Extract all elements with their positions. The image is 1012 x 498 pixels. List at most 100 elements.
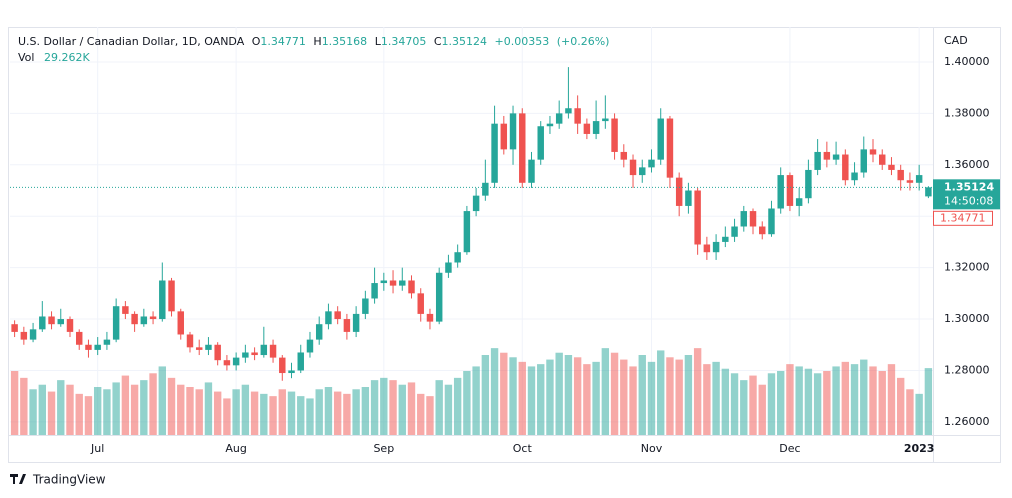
volume-bar: [906, 389, 914, 435]
volume-bar: [583, 364, 591, 435]
volume-bar: [167, 377, 176, 435]
candle-body: [417, 293, 424, 314]
candle-body: [408, 280, 415, 294]
candle-body: [29, 329, 37, 340]
volume-bar: [407, 382, 416, 435]
axes: 1.260001.280001.300001.320001.340001.360…: [90, 55, 1000, 455]
candle-body: [214, 344, 221, 361]
candle-body: [343, 319, 351, 332]
volume-bar: [93, 387, 102, 435]
candle-body: [177, 311, 184, 335]
candle-body: [592, 121, 600, 134]
volume-bar: [573, 357, 582, 435]
volume-bar: [380, 377, 388, 435]
volume-bar: [121, 375, 130, 435]
l-value: 1.34705: [381, 35, 427, 48]
candle-body: [269, 344, 277, 358]
candle-body: [39, 316, 46, 330]
candle-body: [186, 334, 194, 348]
y-tick-label: 1.30000: [944, 312, 990, 325]
volume-bar: [500, 352, 508, 435]
candle-body: [85, 344, 92, 350]
volume-bar: [878, 371, 886, 435]
y-tick-label: 1.28000: [944, 363, 990, 376]
candle-body: [325, 311, 332, 325]
candle-body: [851, 172, 858, 181]
volume-bar: [315, 389, 323, 435]
x-tick-label: Nov: [641, 442, 663, 455]
volume-bar: [518, 361, 526, 435]
volume-bar: [398, 384, 406, 435]
y-tick-label: 1.36000: [944, 158, 990, 171]
volume-bar: [850, 364, 859, 435]
volume-bar: [426, 396, 434, 435]
volume-bar: [786, 364, 794, 435]
h-value: 1.35168: [322, 35, 368, 48]
volume-bar: [740, 380, 748, 435]
volume-bar: [767, 373, 776, 435]
volume-bar: [804, 368, 813, 435]
candle-body: [491, 123, 498, 183]
candle-body: [57, 319, 64, 325]
volume-bar: [546, 359, 554, 435]
volume-bar: [684, 355, 693, 435]
volume-bar: [629, 366, 637, 435]
candle-body: [879, 154, 886, 165]
candle-body: [288, 370, 295, 374]
candle-body: [786, 175, 794, 206]
x-tick-label: Jul: [90, 442, 104, 455]
volume-bar: [730, 373, 739, 435]
candle-body: [842, 154, 849, 181]
candle-body: [399, 280, 406, 286]
l-label: L: [375, 35, 382, 48]
volume-bar: [84, 396, 93, 435]
volume-bar: [795, 366, 803, 435]
brand-logo: [10, 474, 26, 484]
candle-body: [519, 113, 526, 183]
c-value: 1.35124: [442, 35, 488, 48]
x-tick-label: 2023: [904, 442, 935, 455]
volume-bar: [297, 396, 305, 435]
candle-body: [860, 149, 868, 173]
candle-body: [777, 175, 784, 209]
volume-bar: [343, 393, 351, 435]
volume-bar: [915, 393, 923, 435]
volume-bar: [564, 355, 573, 435]
candle-body: [66, 319, 74, 332]
candle-body: [768, 208, 775, 235]
volume-bar: [232, 389, 240, 435]
candle-body: [694, 190, 701, 245]
candle-body: [195, 347, 203, 350]
volume-bar: [213, 391, 222, 435]
volume-bar: [620, 359, 628, 435]
volume-bar: [490, 348, 499, 435]
candle-body: [528, 159, 535, 183]
candle-body: [352, 313, 360, 332]
volume-bar: [647, 361, 656, 435]
candle-body: [906, 180, 914, 183]
y-tick-label: 1.40000: [944, 55, 990, 68]
volume-bar: [610, 352, 619, 435]
volume-bar: [20, 377, 28, 435]
volume-bar: [841, 361, 850, 435]
candle-body: [380, 280, 388, 284]
volume-bar: [832, 366, 840, 435]
candle-body: [565, 108, 572, 114]
volume-bar: [287, 391, 296, 435]
vol-label: Vol: [18, 51, 34, 64]
volume-bar: [823, 371, 831, 435]
candle-body: [915, 175, 923, 183]
x-tick-label: Oct: [513, 442, 533, 455]
volume-bar: [527, 366, 536, 435]
change-pct: (+0.26%): [557, 35, 610, 48]
candle-body: [251, 352, 258, 356]
volume-bar: [453, 377, 462, 435]
volume-bar: [370, 380, 379, 435]
brand[interactable]: TradingView: [10, 473, 106, 487]
candle-body: [731, 226, 738, 237]
candle-body: [759, 226, 766, 235]
volume-bar: [361, 387, 370, 435]
candle-body: [602, 118, 609, 122]
volume-bar: [66, 384, 74, 435]
candle-body: [20, 331, 28, 340]
